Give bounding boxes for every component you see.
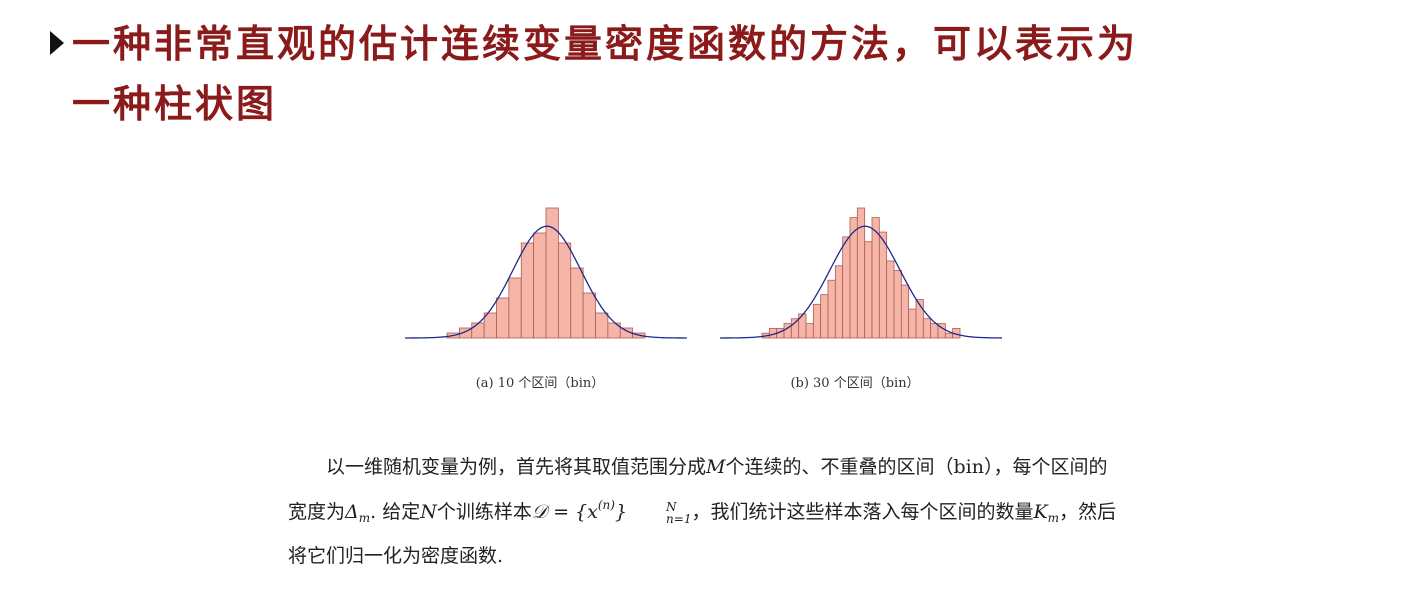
body-paragraph: 以一维随机变量为例，首先将其取值范围分成M个连续的、不重叠的区间（bin），每个…: [288, 448, 1118, 575]
histogram-bar: [849, 217, 858, 339]
para-text-1: 以一维随机变量为例，首先将其取值范围分成: [326, 456, 707, 478]
math-delta: Δm: [345, 501, 371, 525]
histogram-bar: [827, 279, 836, 339]
math-M: M: [706, 456, 726, 478]
histogram-bar: [893, 270, 902, 339]
para-text-5: ，我们统计这些样本落入每个区间的数量: [691, 501, 1034, 523]
histogram-bar: [483, 312, 497, 339]
histogram-bar: [930, 323, 939, 339]
histogram-bar: [820, 294, 829, 339]
histogram-bar: [871, 217, 880, 339]
histogram-bar: [790, 318, 800, 339]
histogram-bar: [944, 332, 954, 339]
para-text-4: 个训练样本: [436, 501, 532, 523]
math-N: N: [420, 501, 437, 523]
para-text-6: ，然后将它们归一化为密度函数.: [288, 501, 1117, 567]
histogram-bar: [937, 323, 946, 339]
histogram-bar: [533, 232, 547, 339]
histogram-bar: [582, 292, 596, 339]
histogram-bar: [496, 297, 510, 339]
histogram-bar: [922, 318, 932, 339]
histogram-bar: [812, 303, 822, 339]
heading-line-2: 一种柱状图: [72, 81, 278, 126]
para-text-2: 个连续的、不重叠的区间（bin），每个区间的宽度为: [288, 456, 1108, 523]
para-text-3: . 给定: [370, 501, 421, 523]
histogram-bar: [834, 265, 844, 339]
density-curve: [720, 225, 1002, 339]
histogram-bar: [520, 242, 535, 339]
caption-b: (b) 30 个区间（bin）: [790, 376, 920, 391]
histogram-bar: [805, 323, 814, 339]
histogram-bar: [557, 242, 572, 339]
bullet-heading: 一种非常直观的估计连续变量密度函数的方法，可以表示为 一种柱状图: [50, 14, 1390, 134]
histogram-bar: [886, 260, 895, 339]
histogram-bar: [471, 322, 485, 339]
histogram-30-bins: [720, 207, 1002, 339]
histogram-bar: [595, 312, 609, 339]
histogram-10-bins: [405, 207, 687, 339]
histogram-bar: [900, 284, 910, 339]
histogram-bar: [842, 236, 851, 339]
histogram-bar: [864, 241, 873, 339]
density-curve: [405, 225, 687, 339]
histogram-figure: (a) 10 个区间（bin） (b) 30 个区间（bin）: [395, 198, 1015, 398]
histogram-bar: [508, 277, 522, 339]
histogram-bar: [570, 267, 584, 339]
math-K: Km: [1033, 501, 1060, 525]
caption-a: (a) 10 个区间（bin）: [475, 376, 605, 391]
bullet-arrow-icon: [50, 31, 64, 55]
heading-line-1: 一种非常直观的估计连续变量密度函数的方法，可以表示为: [72, 21, 1139, 66]
heading-text: 一种非常直观的估计连续变量密度函数的方法，可以表示为 一种柱状图: [50, 14, 1390, 134]
histogram-bar: [878, 231, 888, 339]
histogram-bar: [908, 308, 917, 339]
